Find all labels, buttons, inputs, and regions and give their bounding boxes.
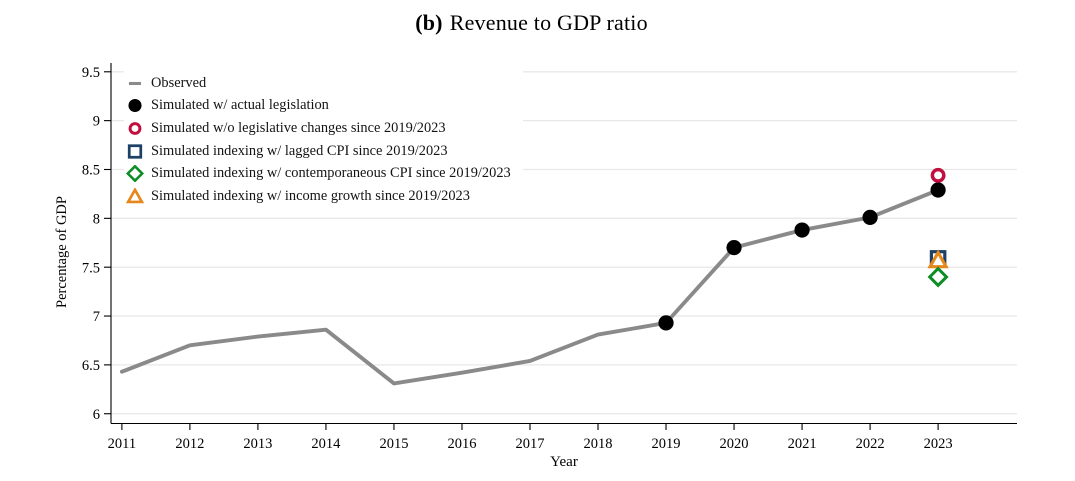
legend-square-open-glyph: [127, 143, 143, 159]
legend-item-contemporaneous_cpi: Simulated indexing w/ contemporaneous CP…: [126, 162, 511, 185]
legend-circle-open-glyph: [128, 122, 142, 135]
y-tick-label: 6.5: [82, 358, 100, 374]
x-tick-label: 2017: [515, 436, 544, 452]
x-tick-label: 2013: [243, 436, 272, 452]
actual_legislation-marker-2020: [726, 240, 742, 256]
legend-label: Observed: [151, 74, 207, 91]
x-tick-label: 2022: [856, 436, 885, 452]
title-text: Revenue to GDP ratio: [449, 10, 648, 35]
diamond-open-icon: [126, 165, 144, 183]
legend-item-lagged_cpi: Simulated indexing w/ lagged CPI since 2…: [126, 140, 511, 163]
y-axis-title: Percentage of GDP: [54, 196, 70, 308]
x-tick-label: 2018: [584, 436, 613, 452]
actual_legislation-marker-2022: [862, 209, 878, 225]
y-tick-label: 8: [93, 211, 100, 227]
legend-circle-glyph: [128, 99, 142, 113]
legend-label: Simulated indexing w/ lagged CPI since 2…: [151, 142, 448, 159]
y-tick-label: 9.5: [82, 65, 100, 81]
legend-item-income_growth: Simulated indexing w/ income growth sinc…: [126, 185, 511, 208]
contemporaneous_cpi-marker-2023: [927, 266, 949, 288]
y-tick-label: 9: [93, 114, 100, 130]
chart-legend: Observed Simulated w/ actual legislation S…: [124, 71, 523, 209]
x-tick-label: 2020: [720, 436, 749, 452]
triangle-open-icon: [126, 187, 144, 205]
legend-label: Simulated indexing w/ contemporaneous CP…: [151, 165, 511, 182]
legend-triangle-open-glyph: [126, 187, 144, 204]
y-tick-label: 6: [93, 407, 100, 423]
legend-label: Simulated w/ actual legislation: [151, 97, 329, 114]
legend-item-actual_legislation: Simulated w/ actual legislation: [126, 95, 511, 118]
x-tick-label: 2015: [379, 436, 408, 452]
title-prefix: (b): [415, 10, 443, 35]
x-tick-label: 2012: [175, 436, 204, 452]
chart-title: (b) Revenue to GDP ratio: [0, 10, 1063, 36]
square-open-icon: [126, 143, 144, 160]
legend-item-observed: Observed: [126, 72, 511, 95]
x-tick-label: 2019: [652, 436, 681, 452]
no_legislative_changes-marker-2023: [930, 167, 946, 183]
circle-icon: [126, 97, 144, 114]
legend-label: Simulated w/o legislative changes since …: [151, 119, 446, 136]
y-tick-label: 7.5: [82, 260, 100, 276]
legend-diamond-open-glyph: [126, 165, 144, 183]
x-tick-label: 2021: [788, 436, 817, 452]
y-tick-label: 8.5: [82, 163, 100, 179]
y-tick-label: 7: [93, 309, 100, 325]
x-axis-title: Year: [550, 454, 578, 470]
actual_legislation-marker-2021: [794, 222, 810, 238]
x-tick-label: 2014: [311, 436, 341, 452]
legend-item-no_legislative_changes: Simulated w/o legislative changes since …: [126, 117, 511, 140]
x-tick-label: 2011: [108, 436, 136, 452]
observed-line: [119, 188, 941, 386]
circle-open-icon: [126, 120, 144, 137]
actual_legislation-marker-2019: [658, 315, 674, 331]
legend-label: Simulated indexing w/ income growth sinc…: [151, 187, 470, 204]
x-tick-label: 2016: [447, 436, 476, 452]
dash-icon: [126, 75, 144, 92]
x-tick-label: 2023: [924, 436, 953, 452]
actual_legislation-marker-2023: [930, 182, 946, 198]
